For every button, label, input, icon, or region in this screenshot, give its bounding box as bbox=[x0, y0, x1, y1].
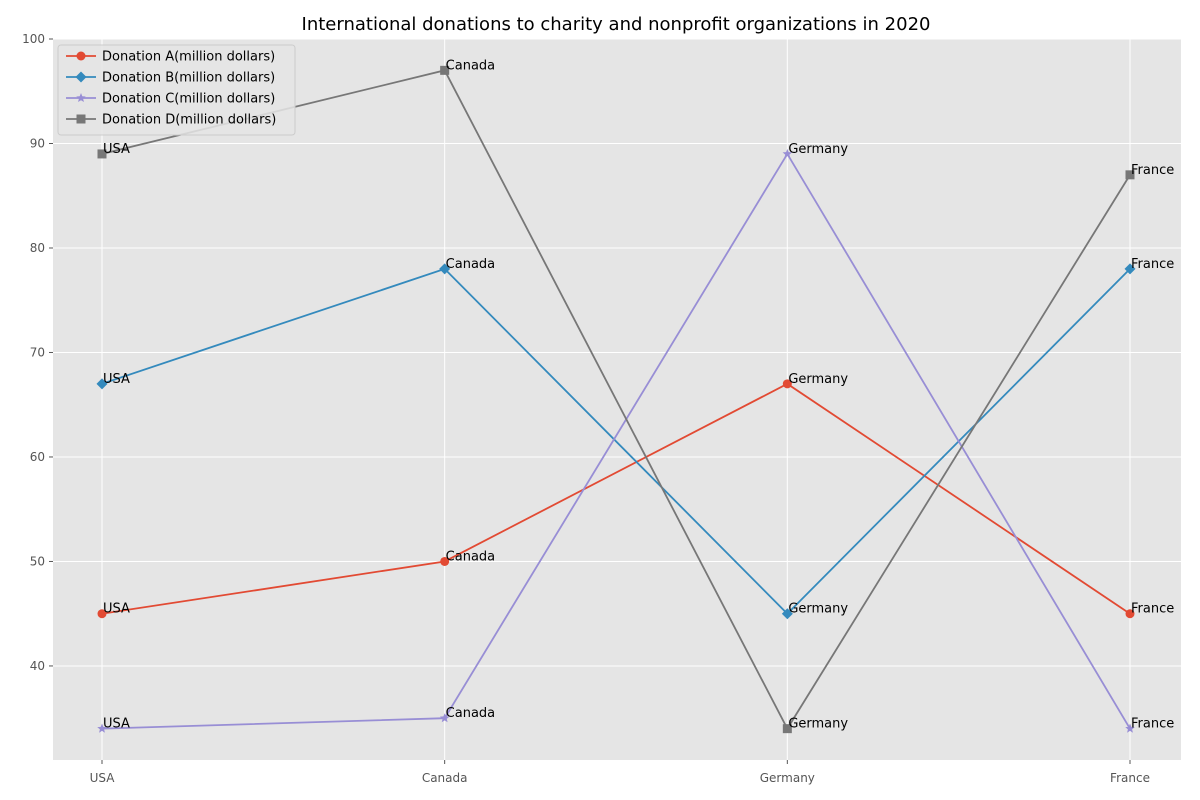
point-label: Canada bbox=[446, 58, 495, 73]
series-markers bbox=[96, 65, 1136, 734]
y-tick-label: 80 bbox=[30, 241, 45, 255]
point-label: Germany bbox=[788, 717, 848, 732]
data-point bbox=[782, 379, 792, 389]
data-point bbox=[781, 608, 793, 620]
data-point bbox=[782, 148, 793, 158]
legend-swatch-marker bbox=[76, 93, 86, 103]
data-point bbox=[97, 149, 107, 159]
legend-label: Donation B(million dollars) bbox=[102, 71, 275, 86]
legend-swatch-marker bbox=[76, 51, 86, 61]
gridlines bbox=[53, 38, 1181, 760]
data-point bbox=[1125, 170, 1135, 180]
legend-swatch-marker bbox=[75, 71, 87, 83]
legend-label: Donation A(million dollars) bbox=[102, 50, 275, 65]
point-labels: USA Canada Germany France USA Canada Germany Fr… bbox=[103, 58, 1174, 731]
point-label: Germany bbox=[788, 602, 848, 617]
legend-swatch-marker bbox=[76, 114, 86, 124]
data-point bbox=[1124, 263, 1136, 275]
point-label: Canada bbox=[446, 706, 495, 721]
legend-label: Donation D(million dollars) bbox=[102, 113, 276, 128]
series-line bbox=[101, 152, 1131, 730]
y-tick-label: 100 bbox=[22, 32, 45, 46]
point-label: Canada bbox=[446, 549, 495, 564]
y-tick-label: 50 bbox=[30, 554, 45, 568]
point-label: France bbox=[1131, 717, 1174, 732]
point-label: Germany bbox=[788, 142, 848, 157]
x-tick-label: France bbox=[1110, 771, 1150, 785]
data-point bbox=[440, 65, 450, 75]
y-axis: 40 50 60 70 80 90 100 bbox=[22, 32, 53, 673]
data-point bbox=[439, 263, 451, 275]
point-label: USA bbox=[103, 142, 130, 157]
point-label: Germany bbox=[788, 372, 848, 387]
y-tick-label: 60 bbox=[30, 450, 45, 464]
data-point bbox=[782, 724, 792, 734]
y-tick-label: 70 bbox=[30, 345, 45, 359]
x-tick-label: Canada bbox=[422, 771, 468, 785]
x-axis: USA Canada Germany France bbox=[90, 760, 1150, 785]
point-label: Canada bbox=[446, 257, 495, 272]
data-point bbox=[440, 556, 450, 566]
point-label: USA bbox=[103, 602, 130, 617]
point-label: France bbox=[1131, 257, 1174, 272]
legend: Donation A(million dollars) Donation B(mi… bbox=[57, 44, 296, 136]
series-line bbox=[101, 382, 1131, 615]
point-label: France bbox=[1131, 602, 1174, 617]
data-point bbox=[1125, 723, 1135, 733]
data-point bbox=[97, 609, 107, 619]
point-label: USA bbox=[103, 717, 130, 732]
chart-title: International donations to charity and n… bbox=[302, 14, 931, 35]
legend-label: Donation C(million dollars) bbox=[102, 92, 275, 107]
data-point bbox=[96, 378, 108, 390]
y-tick-label: 90 bbox=[30, 136, 45, 150]
data-point bbox=[97, 723, 107, 733]
point-label: USA bbox=[103, 372, 130, 387]
legend-box bbox=[57, 44, 296, 136]
data-point bbox=[439, 713, 450, 723]
point-label: France bbox=[1131, 163, 1174, 178]
x-tick-label: USA bbox=[90, 771, 116, 785]
y-tick-label: 40 bbox=[30, 659, 45, 673]
data-point bbox=[1125, 609, 1135, 619]
x-tick-label: Germany bbox=[760, 771, 815, 785]
